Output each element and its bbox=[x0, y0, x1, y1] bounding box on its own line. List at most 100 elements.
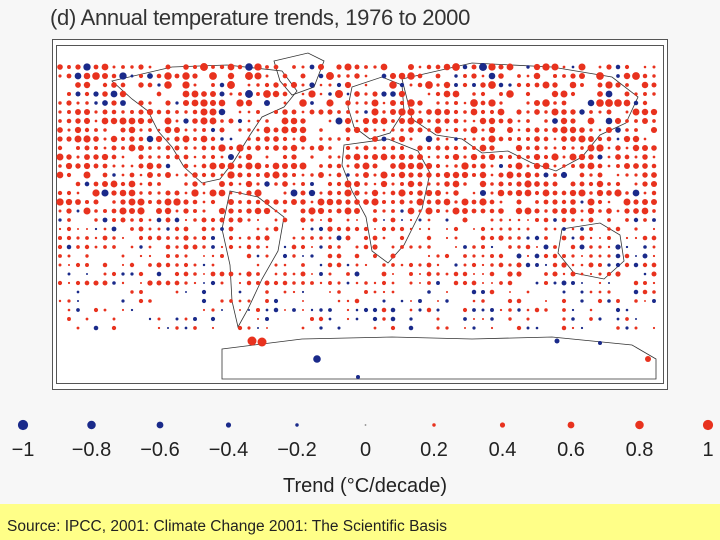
trend-dot bbox=[237, 64, 243, 70]
trend-dot bbox=[489, 109, 495, 115]
trend-dot bbox=[490, 317, 494, 321]
trend-dot bbox=[164, 198, 172, 206]
trend-dot bbox=[625, 146, 629, 150]
trend-dot bbox=[174, 271, 180, 277]
trend-dot bbox=[479, 144, 487, 152]
trend-dot bbox=[643, 191, 647, 195]
trend-dot bbox=[642, 145, 648, 151]
trend-dot bbox=[444, 154, 450, 160]
trend-dot bbox=[391, 245, 395, 249]
trend-dot bbox=[534, 235, 540, 241]
trend-dot bbox=[489, 253, 495, 259]
trend-dot bbox=[130, 308, 134, 312]
trend-dot bbox=[579, 163, 585, 169]
trend-dot bbox=[111, 73, 117, 79]
trend-dot bbox=[363, 307, 369, 313]
trend-dot bbox=[281, 162, 289, 170]
trend-dot bbox=[85, 236, 89, 240]
trend-dot bbox=[355, 146, 359, 150]
trend-dot bbox=[301, 110, 305, 114]
trend-dot bbox=[157, 191, 161, 195]
trend-dot bbox=[380, 171, 388, 179]
trend-dot bbox=[553, 245, 557, 249]
trend-dot bbox=[354, 298, 360, 304]
trend-dot bbox=[292, 281, 296, 285]
trend-dot bbox=[434, 126, 442, 134]
trend-dot bbox=[175, 101, 179, 105]
trend-dot bbox=[84, 145, 90, 151]
trend-dot bbox=[138, 235, 144, 241]
trend-dot bbox=[516, 271, 522, 277]
trend-dot bbox=[120, 199, 126, 205]
trend-dot bbox=[625, 317, 629, 321]
trend-dot bbox=[209, 108, 217, 116]
trend-dot bbox=[598, 290, 602, 294]
trend-dot bbox=[202, 128, 206, 132]
trend-dot bbox=[148, 191, 152, 195]
trend-dot bbox=[562, 290, 566, 294]
trend-dot bbox=[183, 64, 189, 70]
trend-dot bbox=[427, 245, 431, 249]
trend-dot bbox=[373, 290, 377, 294]
trend-dot bbox=[228, 271, 234, 277]
trend-dot bbox=[516, 154, 522, 160]
trend-dot bbox=[245, 63, 253, 71]
trend-dot bbox=[164, 81, 172, 89]
trend-dot bbox=[111, 271, 117, 277]
trend-dot bbox=[400, 263, 404, 267]
trend-dot bbox=[101, 63, 109, 71]
trend-dot bbox=[643, 272, 647, 276]
trend-dot bbox=[228, 199, 234, 205]
trend-dot bbox=[346, 308, 350, 312]
trend-dot bbox=[381, 226, 387, 232]
trend-dot bbox=[337, 326, 341, 330]
trend-dot bbox=[452, 207, 460, 215]
trend-dot bbox=[445, 128, 449, 132]
trend-dot bbox=[616, 74, 620, 78]
trend-dot bbox=[543, 181, 549, 187]
trend-dot bbox=[282, 73, 288, 79]
trend-dot bbox=[508, 227, 512, 231]
trend-dot bbox=[516, 253, 522, 259]
trend-dot bbox=[256, 173, 260, 177]
trend-dot bbox=[554, 338, 560, 344]
trend-dot bbox=[355, 245, 359, 249]
trend-dot bbox=[227, 81, 235, 89]
trend-dot bbox=[148, 155, 152, 159]
trend-dot bbox=[192, 64, 198, 70]
trend-dot bbox=[409, 317, 413, 321]
trend-dot bbox=[372, 316, 378, 322]
trend-dot bbox=[490, 173, 494, 177]
trend-dot bbox=[193, 272, 197, 276]
trend-dot bbox=[265, 155, 269, 159]
trend-dot bbox=[445, 299, 449, 303]
trend-dot bbox=[463, 128, 467, 132]
trend-dot bbox=[507, 136, 513, 142]
trend-dot bbox=[480, 163, 486, 169]
trend-dot bbox=[641, 81, 649, 89]
trend-dot bbox=[383, 219, 385, 221]
trend-dot bbox=[246, 208, 252, 214]
trend-dot bbox=[200, 117, 208, 125]
trend-dot bbox=[605, 90, 613, 98]
trend-dot bbox=[625, 119, 629, 123]
trend-dot bbox=[569, 189, 577, 197]
trend-dot bbox=[300, 208, 306, 214]
trend-dot bbox=[327, 253, 333, 259]
trend-dot bbox=[544, 110, 548, 114]
trend-dot bbox=[121, 173, 125, 177]
trend-dot bbox=[489, 208, 495, 214]
source-bar: Source: IPCC, 2001: Climate Change 2001:… bbox=[0, 504, 720, 540]
trend-dot bbox=[633, 217, 639, 223]
trend-dot bbox=[76, 299, 80, 303]
trend-dot bbox=[426, 271, 432, 277]
trend-dot bbox=[85, 254, 89, 258]
trend-dot bbox=[598, 110, 602, 114]
trend-dot bbox=[381, 199, 387, 205]
trend-dot bbox=[299, 162, 307, 170]
trend-dot bbox=[301, 92, 305, 96]
trend-dot bbox=[642, 199, 648, 205]
trend-dot bbox=[642, 73, 648, 79]
trend-dot bbox=[597, 163, 603, 169]
